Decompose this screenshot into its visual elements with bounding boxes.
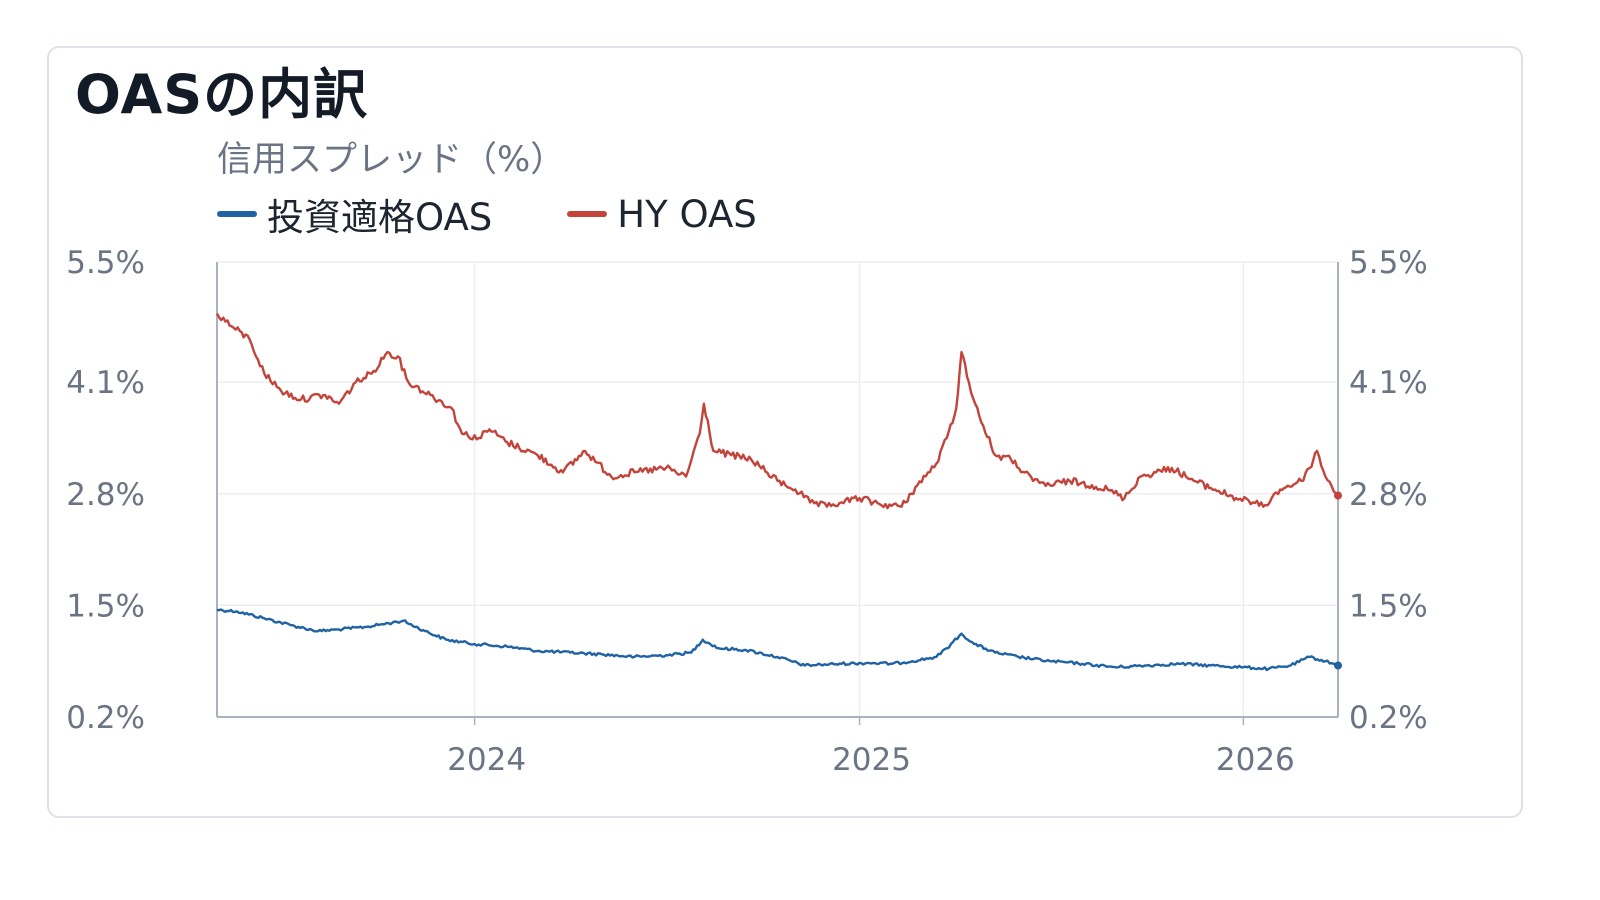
y-tick-label-left: 4.1% — [66, 365, 145, 401]
chart-title: OASの内訳 — [75, 63, 369, 126]
legend-swatch-hy — [567, 211, 608, 217]
y-tick-label-left: 0.2% — [66, 700, 145, 736]
legend-item-ig[interactable]: 投資適格OAS — [217, 187, 492, 241]
series-line-hy — [215, 312, 1339, 510]
legend-label-ig: 投資適格OAS — [267, 196, 493, 239]
x-tick-label: 2024 — [447, 742, 526, 778]
chart-card — [47, 46, 1523, 818]
y-tick-label-left: 5.5% — [66, 245, 145, 281]
y-tick-label-right: 4.1% — [1349, 365, 1428, 401]
legend-swatch-ig — [217, 211, 257, 217]
y-tick-label-right: 2.8% — [1349, 477, 1428, 513]
y-tick-label-left: 1.5% — [66, 588, 145, 624]
legend-label-hy: HY OAS — [617, 192, 757, 236]
y-tick-label-right: 5.5% — [1349, 245, 1428, 281]
y-tick-label-right: 1.5% — [1349, 588, 1428, 624]
series-line-ig — [216, 608, 1339, 672]
y-tick-label-left: 2.8% — [66, 477, 145, 513]
legend-item-hy[interactable]: HY OAS — [567, 192, 757, 236]
legend: 投資適格OAS HY OAS — [217, 191, 832, 239]
y-tick-label-right: 0.2% — [1349, 700, 1428, 736]
x-tick-label: 2025 — [832, 742, 911, 778]
x-tick-label: 2026 — [1216, 742, 1295, 778]
end-point-ig — [1334, 661, 1342, 670]
y-axis-label: 信用スプレッド（%） — [217, 140, 566, 180]
end-point-hy — [1334, 491, 1342, 500]
